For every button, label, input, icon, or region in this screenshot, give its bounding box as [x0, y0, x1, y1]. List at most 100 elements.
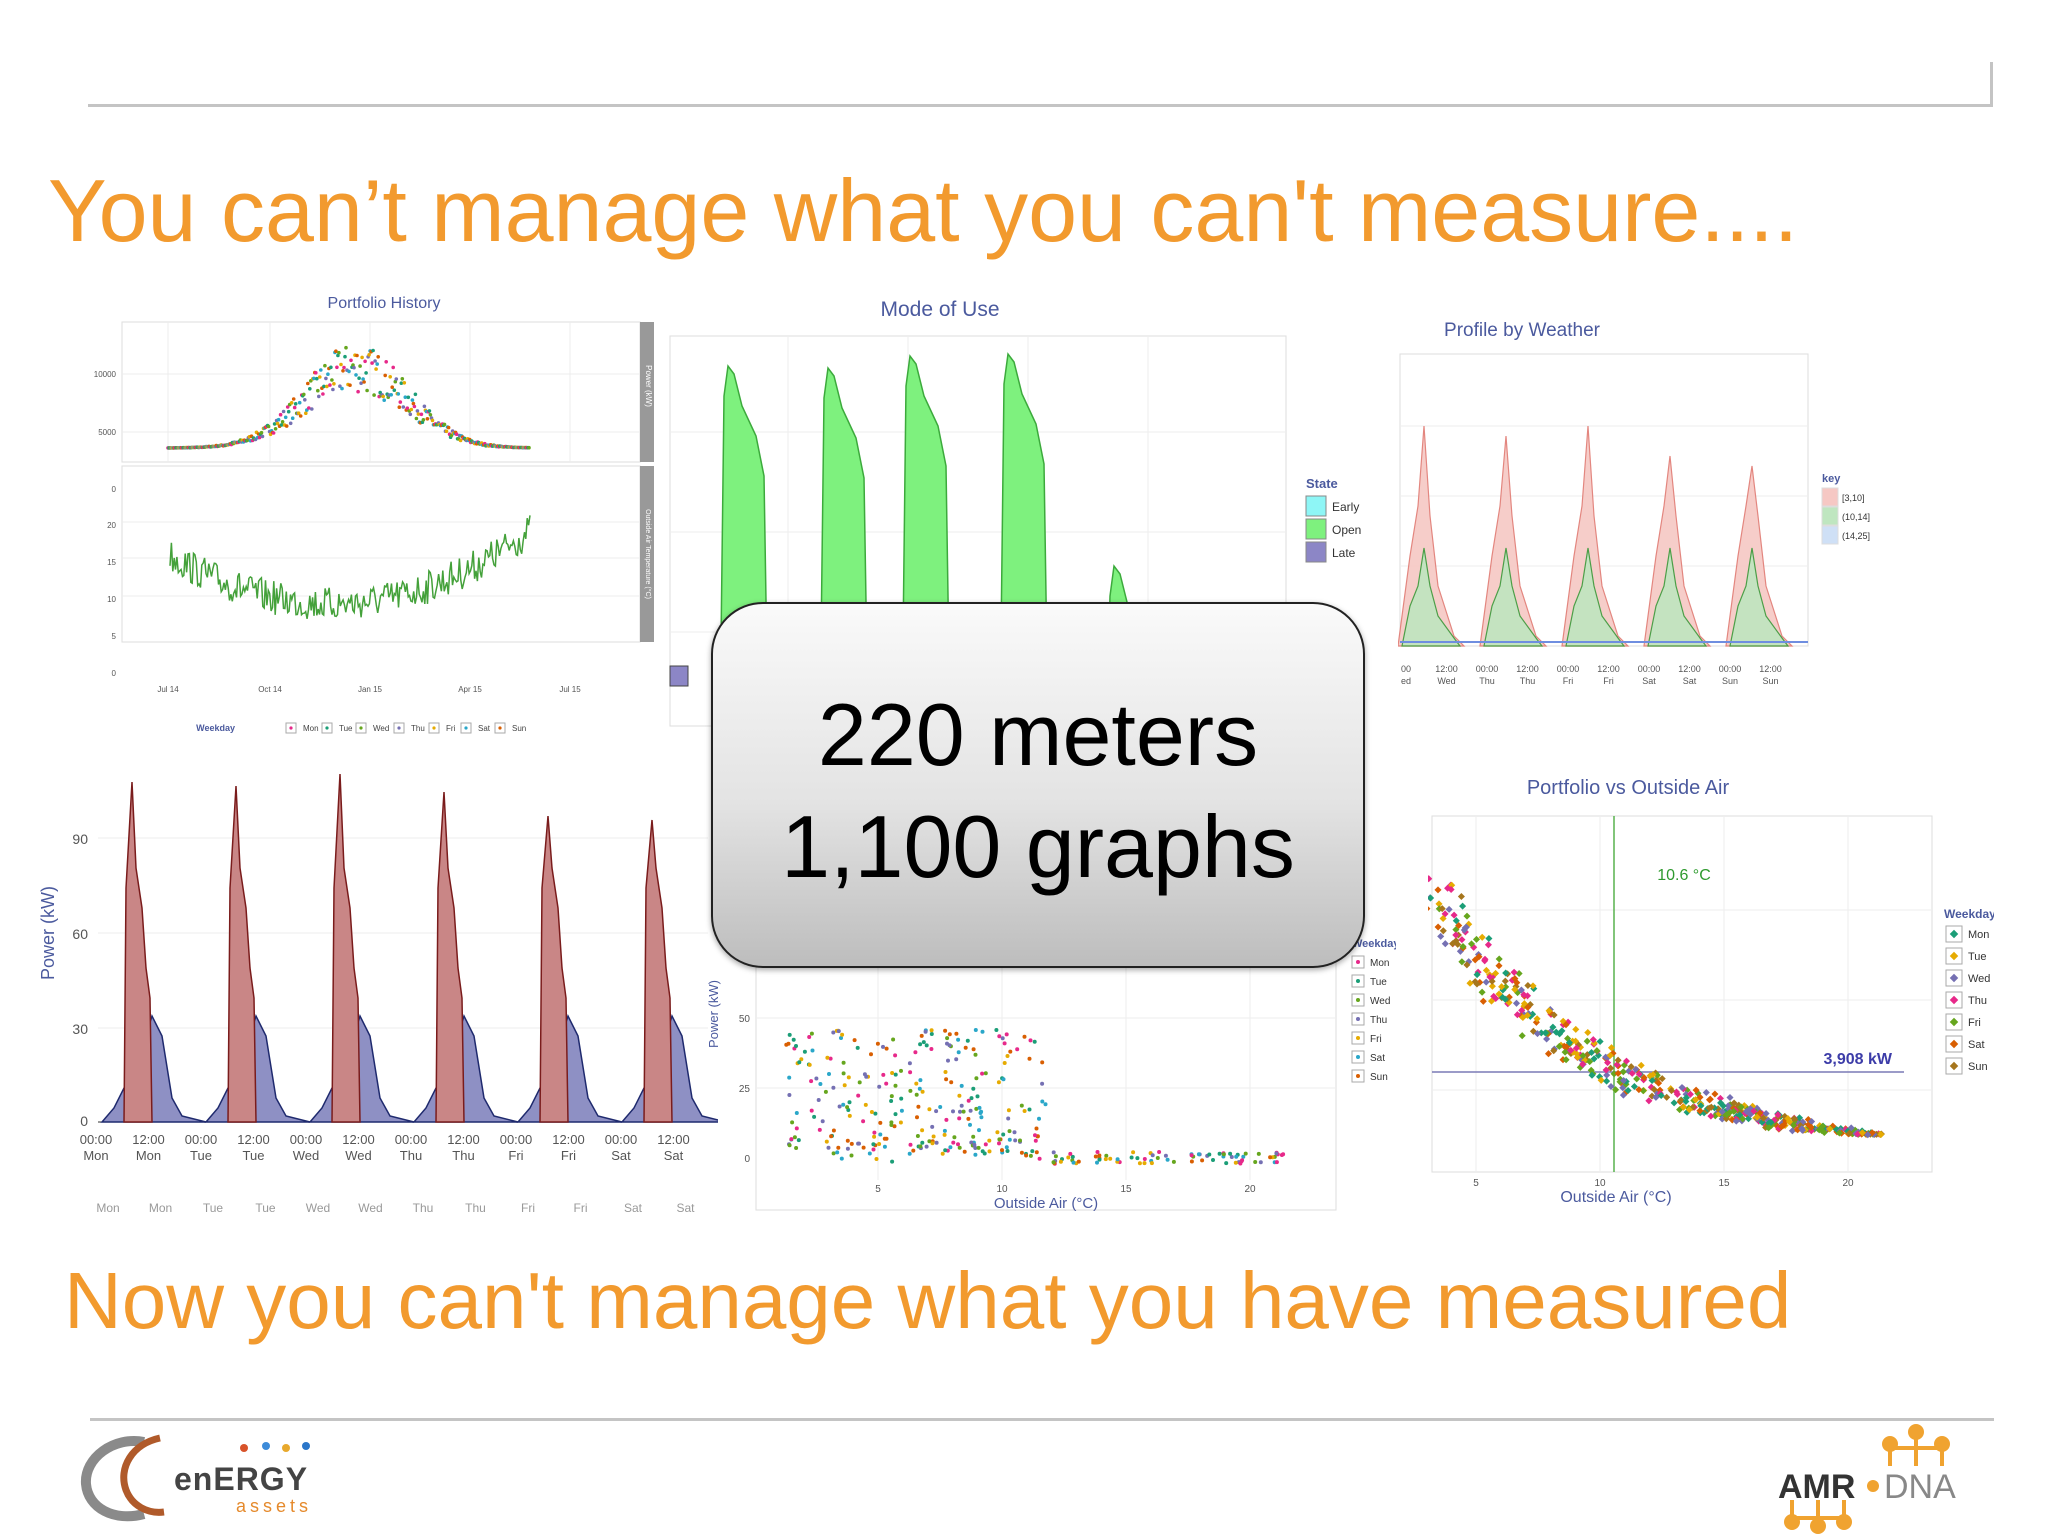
data-point [341, 369, 345, 373]
data-point [364, 371, 368, 375]
weather-xtick: 12:00 [1678, 664, 1701, 674]
data-point [820, 1119, 825, 1124]
data-point [924, 1144, 929, 1149]
portfolio-xtick: Jan 15 [358, 685, 383, 694]
data-point [899, 1108, 904, 1113]
data-point [1705, 1104, 1713, 1112]
data-point [1051, 1160, 1056, 1165]
weekly-xtick: 12:00 [237, 1132, 270, 1147]
data-point [878, 1120, 883, 1125]
data-point [1012, 1130, 1017, 1135]
data-point [1115, 1157, 1120, 1162]
data-point [1071, 1160, 1076, 1165]
data-point [302, 392, 306, 397]
weather-xtick-day: Sat [1683, 676, 1697, 686]
data-point [899, 1096, 904, 1101]
data-point [881, 1072, 886, 1077]
data-point [942, 1132, 947, 1137]
scatter-xtick: 5 [875, 1184, 881, 1195]
data-point [949, 1080, 954, 1085]
data-point [789, 1137, 794, 1142]
data-point [402, 381, 407, 385]
data-point [898, 1120, 903, 1125]
data-point [1028, 1038, 1033, 1043]
legend-entry: Wed [373, 724, 389, 733]
data-point [1627, 1063, 1635, 1071]
data-point [980, 1071, 985, 1076]
data-point [965, 1038, 970, 1043]
amr-logo-text: AMR [1778, 1468, 1855, 1506]
legend-entry: Wed [1370, 996, 1390, 1007]
data-point [328, 383, 332, 387]
data-point [794, 1126, 799, 1131]
data-point [1013, 1138, 1018, 1143]
weather-xtick: 00:00 [1638, 664, 1661, 674]
data-point [1034, 1126, 1039, 1131]
data-point [794, 1044, 798, 1048]
legend-entry: Thu [411, 724, 425, 733]
weather-xtick-day: Fri [1603, 676, 1614, 686]
data-point [1076, 1159, 1081, 1164]
scatter-xtick: 10 [996, 1184, 1008, 1195]
legend-entry: Sun [1370, 1072, 1388, 1083]
data-point [339, 362, 343, 367]
data-point [271, 431, 276, 435]
data-point [1240, 1158, 1245, 1163]
data-point [1268, 1155, 1273, 1160]
profile-weather-xticks: 00 ed 12:00 Wed 00:00 Thu 12:00 Thu 00:00 Fri 12:0… [1401, 664, 1782, 686]
data-point [973, 1028, 978, 1032]
data-point [1696, 1107, 1704, 1115]
data-point [938, 1105, 943, 1109]
data-point [307, 406, 311, 410]
data-point [807, 1062, 812, 1067]
data-point [342, 365, 346, 370]
data-point [920, 1128, 925, 1133]
data-point [1189, 1159, 1194, 1164]
weekly-xtick-day-faded: Thu [465, 1201, 486, 1215]
data-point [857, 1080, 862, 1085]
data-point [259, 430, 264, 435]
meters-callout: 220 meters 1,100 graphs [711, 602, 1365, 968]
data-point [787, 1143, 792, 1148]
callout-meters: 220 meters [817, 685, 1259, 784]
scatter-xtick: 15 [1120, 1184, 1132, 1195]
data-point [971, 1134, 976, 1139]
late-area [669, 665, 689, 687]
data-point [881, 1044, 885, 1049]
data-point [871, 1147, 876, 1152]
data-point [1718, 1108, 1726, 1116]
weather-xtick: 12:00 [1435, 664, 1458, 674]
data-point [945, 1036, 950, 1041]
peak-area [227, 785, 257, 1123]
data-point [874, 1157, 879, 1161]
data-point [280, 420, 285, 424]
data-point [957, 1145, 962, 1150]
mild-area [1483, 547, 1544, 647]
data-point [944, 1077, 949, 1082]
legend-entry: Fri [446, 724, 456, 733]
panel2-ytick: 15 [107, 558, 116, 567]
data-point [1502, 969, 1510, 977]
weekly-xtick-day-faded: Thu [413, 1201, 434, 1215]
data-point [810, 1048, 815, 1053]
data-point [893, 1083, 898, 1088]
data-point [873, 1111, 878, 1116]
data-point [324, 376, 328, 381]
portfolio-history-chart: Portfolio History Power (kW) 10000 5000 … [94, 295, 654, 734]
data-point [292, 405, 297, 410]
top-rule-corner [1990, 62, 1993, 107]
data-point [1706, 1095, 1714, 1103]
data-point [1211, 1158, 1215, 1162]
data-point [419, 412, 424, 417]
data-point [907, 1061, 912, 1066]
data-point [1788, 1127, 1796, 1135]
legend-swatch-late [1305, 541, 1327, 563]
legend-key-dot [1356, 1017, 1360, 1021]
data-point [362, 380, 366, 384]
data-point [835, 1150, 840, 1155]
data-point [790, 1120, 795, 1125]
data-point [792, 1135, 797, 1140]
data-point [831, 1151, 836, 1156]
data-point [444, 429, 449, 434]
data-point [1495, 955, 1503, 963]
